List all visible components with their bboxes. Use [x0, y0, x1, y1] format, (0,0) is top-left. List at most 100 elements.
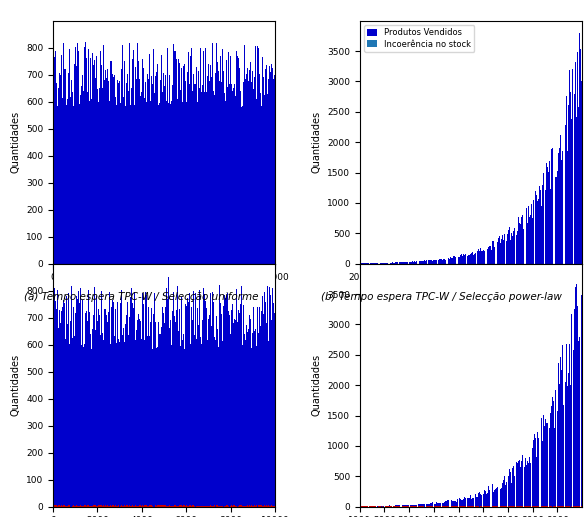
Bar — [519, 223, 520, 264]
Bar — [437, 503, 438, 507]
Bar — [395, 506, 396, 507]
Bar — [472, 497, 473, 507]
Bar — [545, 506, 546, 507]
Bar — [391, 263, 392, 264]
Bar — [512, 467, 513, 507]
Bar — [410, 505, 411, 507]
Bar — [547, 168, 548, 264]
Bar — [379, 506, 380, 507]
Bar — [420, 506, 421, 507]
Bar — [573, 94, 574, 264]
Bar — [456, 501, 457, 507]
Bar — [379, 506, 380, 507]
Bar — [512, 506, 513, 507]
Bar — [503, 480, 504, 507]
Bar — [490, 246, 491, 264]
Bar — [483, 250, 485, 264]
Bar — [493, 240, 495, 264]
Bar — [498, 238, 499, 264]
Bar — [550, 413, 551, 507]
Bar — [550, 190, 551, 264]
Bar — [421, 262, 422, 264]
Bar — [428, 506, 429, 507]
Bar — [425, 506, 426, 507]
Bar — [366, 506, 367, 507]
Bar — [435, 504, 436, 507]
Bar — [400, 506, 402, 507]
Bar — [466, 256, 467, 264]
Bar — [521, 461, 522, 507]
Bar — [459, 257, 460, 264]
Bar — [397, 506, 398, 507]
Bar — [500, 506, 501, 507]
Bar — [560, 357, 561, 507]
Bar — [526, 208, 527, 264]
Bar — [492, 240, 493, 264]
Bar — [364, 506, 365, 507]
Bar — [472, 252, 473, 264]
Bar — [537, 201, 538, 264]
Bar — [447, 258, 449, 264]
Bar — [438, 506, 439, 507]
Bar — [415, 262, 416, 264]
Bar — [534, 191, 536, 264]
Bar — [542, 506, 543, 507]
Bar — [422, 261, 423, 264]
Bar — [407, 262, 409, 264]
Bar — [394, 263, 395, 264]
Bar — [492, 484, 493, 507]
Bar — [554, 390, 556, 507]
Bar — [462, 256, 463, 264]
X-axis label: Produtos: Produtos — [143, 288, 185, 298]
Bar — [402, 506, 403, 507]
Bar — [382, 506, 383, 507]
Bar — [532, 218, 533, 264]
Bar — [376, 506, 377, 507]
Bar — [560, 135, 561, 264]
Bar — [495, 489, 496, 507]
Bar — [451, 257, 452, 264]
Bar — [470, 506, 471, 507]
Bar — [439, 503, 440, 507]
Bar — [520, 224, 521, 264]
Bar — [529, 458, 530, 507]
Bar — [576, 284, 577, 507]
Bar — [524, 213, 526, 264]
Bar — [543, 174, 544, 264]
Bar — [535, 506, 536, 507]
Bar — [382, 263, 383, 264]
Bar — [510, 472, 511, 507]
Bar — [370, 506, 371, 507]
Y-axis label: Quantidades: Quantidades — [11, 354, 21, 416]
Bar — [427, 504, 428, 507]
Bar — [580, 49, 581, 264]
Bar — [486, 494, 487, 507]
Bar — [461, 506, 462, 507]
Bar — [396, 263, 397, 264]
Bar — [398, 506, 399, 507]
Bar — [365, 506, 366, 507]
Bar — [404, 262, 405, 264]
Bar — [553, 401, 554, 507]
Bar — [466, 506, 467, 507]
Bar — [460, 499, 461, 507]
Bar — [409, 505, 410, 507]
Bar — [372, 506, 373, 507]
Bar — [429, 261, 430, 264]
Bar — [461, 254, 462, 264]
Bar — [443, 258, 444, 264]
Bar — [561, 506, 562, 507]
Bar — [514, 469, 516, 507]
Bar — [534, 506, 535, 507]
Bar — [414, 262, 415, 264]
Bar — [467, 255, 469, 264]
Bar — [374, 506, 375, 507]
Bar — [404, 505, 405, 507]
Bar — [526, 465, 527, 507]
Bar — [542, 185, 543, 264]
Bar — [540, 445, 542, 507]
Bar — [450, 506, 451, 507]
Bar — [437, 261, 439, 264]
Bar — [570, 385, 571, 507]
Bar — [483, 494, 485, 507]
